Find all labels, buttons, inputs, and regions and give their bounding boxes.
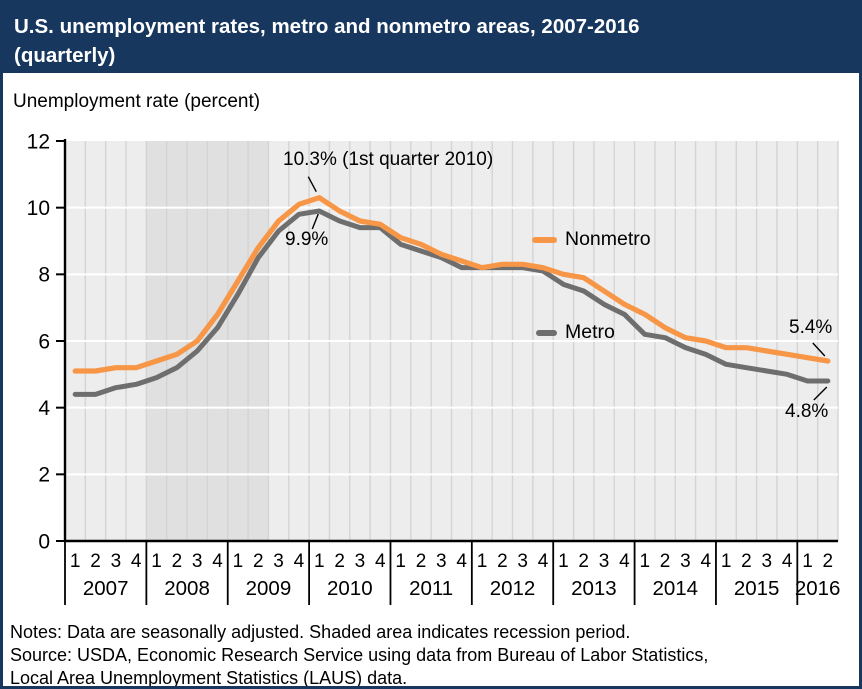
svg-text:8: 8 xyxy=(38,264,50,287)
svg-text:6: 6 xyxy=(38,330,50,353)
svg-text:4: 4 xyxy=(212,551,223,572)
svg-text:4: 4 xyxy=(456,551,467,572)
svg-text:2007: 2007 xyxy=(83,577,129,600)
svg-text:1: 1 xyxy=(70,551,81,572)
svg-text:1: 1 xyxy=(151,551,162,572)
svg-text:4: 4 xyxy=(782,551,793,572)
svg-text:4: 4 xyxy=(700,551,711,572)
svg-text:4: 4 xyxy=(294,551,305,572)
svg-text:2008: 2008 xyxy=(164,577,210,600)
svg-text:2: 2 xyxy=(578,551,589,572)
svg-text:4: 4 xyxy=(131,551,142,572)
svg-text:3: 3 xyxy=(762,551,773,572)
svg-text:0: 0 xyxy=(38,530,50,553)
svg-text:3: 3 xyxy=(680,551,691,572)
svg-text:2: 2 xyxy=(416,551,427,572)
svg-text:2: 2 xyxy=(823,551,834,572)
svg-text:3: 3 xyxy=(599,551,610,572)
svg-text:4: 4 xyxy=(38,397,50,420)
svg-text:1: 1 xyxy=(314,551,325,572)
svg-text:2015: 2015 xyxy=(734,577,780,600)
svg-text:1: 1 xyxy=(395,551,406,572)
svg-text:4: 4 xyxy=(375,551,386,572)
svg-text:1: 1 xyxy=(721,551,732,572)
svg-text:1: 1 xyxy=(477,551,488,572)
svg-text:3: 3 xyxy=(436,551,447,572)
svg-text:2009: 2009 xyxy=(246,577,292,600)
notes-block: Notes: Data are seasonally adjusted. Sha… xyxy=(10,621,709,688)
svg-text:2: 2 xyxy=(253,551,264,572)
svg-text:3: 3 xyxy=(273,551,284,572)
svg-text:2: 2 xyxy=(90,551,101,572)
annotation-nonmetro-end: 5.4% xyxy=(789,317,833,338)
svg-text:10: 10 xyxy=(27,197,50,220)
chart-title: U.S. unemployment rates, metro and nonme… xyxy=(14,15,640,68)
svg-text:3: 3 xyxy=(517,551,528,572)
nonmetro-line-swatch-icon xyxy=(532,236,557,243)
legend-item-metro: Metro xyxy=(536,321,615,344)
svg-text:2014: 2014 xyxy=(652,577,698,600)
legend-item-nonmetro: Nonmetro xyxy=(532,228,651,251)
annotation-nonmetro-peak: 10.3% (1st quarter 2010) xyxy=(283,149,494,170)
svg-text:3: 3 xyxy=(192,551,203,572)
svg-text:4: 4 xyxy=(538,551,549,572)
svg-text:2: 2 xyxy=(741,551,752,572)
notes-line-1: Notes: Data are seasonally adjusted. Sha… xyxy=(10,622,631,642)
svg-text:2: 2 xyxy=(334,551,345,572)
y-axis-title: Unemployment rate (percent) xyxy=(13,91,261,112)
svg-text:2016: 2016 xyxy=(795,577,841,600)
svg-text:2011: 2011 xyxy=(409,577,453,600)
svg-text:12: 12 xyxy=(27,130,50,153)
svg-text:1: 1 xyxy=(802,551,813,572)
svg-text:2: 2 xyxy=(172,551,183,572)
svg-text:1: 1 xyxy=(558,551,569,572)
svg-text:1: 1 xyxy=(639,551,650,572)
annotation-metro-end: 4.8% xyxy=(785,401,829,422)
svg-text:3: 3 xyxy=(355,551,366,572)
legend-label-metro: Metro xyxy=(565,321,615,343)
notes-line-2: Source: USDA, Economic Research Service … xyxy=(10,645,709,665)
svg-text:2: 2 xyxy=(497,551,508,572)
metro-line-swatch-icon xyxy=(536,329,557,336)
svg-text:1: 1 xyxy=(233,551,244,572)
svg-text:2012: 2012 xyxy=(490,577,536,600)
notes-line-3: Local Area Unemployment Statistics (LAUS… xyxy=(10,668,408,688)
svg-text:2013: 2013 xyxy=(571,577,617,600)
svg-text:2010: 2010 xyxy=(327,577,373,600)
svg-text:2: 2 xyxy=(38,464,50,487)
annotation-metro-peak: 9.9% xyxy=(285,229,329,250)
svg-text:4: 4 xyxy=(619,551,630,572)
svg-text:2: 2 xyxy=(660,551,671,572)
title-bar: U.S. unemployment rates, metro and nonme… xyxy=(3,3,859,73)
legend-label-nonmetro: Nonmetro xyxy=(565,228,651,250)
svg-text:3: 3 xyxy=(111,551,122,572)
